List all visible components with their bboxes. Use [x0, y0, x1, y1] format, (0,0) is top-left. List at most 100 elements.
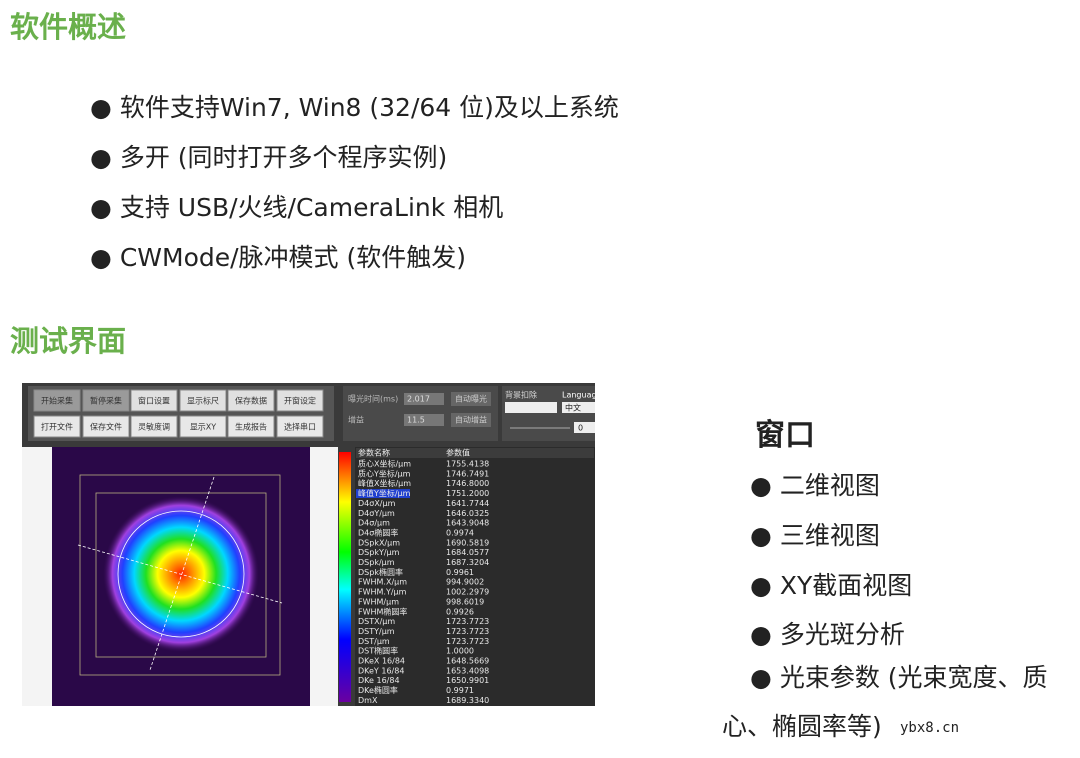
param-value: 1.0000: [446, 647, 474, 656]
axis-line: [149, 476, 215, 671]
param-name: DSpk椭圆率: [358, 567, 403, 577]
toolbar-button[interactable]: [130, 415, 178, 438]
toolbar-button[interactable]: [276, 415, 324, 438]
toolbar-button[interactable]: [227, 389, 275, 412]
param-value: 1650.9901: [446, 676, 489, 685]
color-bar: [339, 452, 351, 702]
roi-box: [79, 474, 281, 676]
param-value: 0.9926: [446, 607, 474, 616]
field-label: 背景扣除: [505, 390, 537, 400]
param-value: 994.9002: [446, 578, 484, 587]
field-value: 11.5: [407, 416, 425, 425]
field-label: 曝光时间(ms): [348, 394, 398, 404]
param-value: 1690.5819: [446, 538, 489, 547]
image-margin: [310, 447, 338, 706]
param-name: DST椭圆率: [358, 646, 398, 656]
input-box[interactable]: [404, 393, 444, 405]
param-value: 998.6019: [446, 597, 484, 606]
param-value: 1746.7491: [446, 469, 489, 478]
param-value: 1723.7723: [446, 637, 489, 646]
param-name: D4σ/μm: [358, 519, 390, 528]
table-header: 参数名称: [358, 448, 390, 458]
row-highlight: [356, 489, 410, 499]
param-name: DSTY/μm: [358, 627, 395, 636]
toolbar-button[interactable]: [130, 389, 178, 412]
input-box[interactable]: [505, 402, 557, 413]
toolbar-button[interactable]: [276, 389, 324, 412]
bullet-item: 二维视图: [750, 466, 880, 502]
toolbar-button[interactable]: [82, 389, 130, 412]
param-name: FWHM.X/μm: [358, 578, 407, 587]
param-name: DKe 16/84: [358, 676, 400, 685]
param-name: FWHM椭圆率: [358, 606, 407, 616]
toolbar-button[interactable]: [227, 415, 275, 438]
param-name: D4σX/μm: [358, 499, 396, 508]
param-name: FWHM/μm: [358, 597, 399, 606]
param-value: 1648.5669: [446, 657, 489, 666]
field-label: Language: [562, 391, 602, 400]
param-name: DKeX 16/84: [358, 657, 405, 666]
slider-value: 0: [578, 424, 583, 433]
table-header: [356, 448, 594, 458]
param-name: 峰值Y坐标/μm: [358, 488, 411, 498]
dropdown-value: 中文: [565, 403, 581, 413]
window-title: 窗口: [755, 418, 815, 453]
param-value: 1002.2979: [446, 588, 489, 597]
section-title: 测试界面: [10, 324, 127, 358]
toolbar-button[interactable]: [82, 415, 130, 438]
param-value: 1751.2000: [446, 489, 489, 498]
param-name: D4σ椭圆率: [358, 527, 398, 537]
section-title: 软件概述: [10, 10, 127, 44]
button-label: 显示XY: [190, 423, 216, 432]
param-value: 1723.7723: [446, 617, 489, 626]
watermark: ybx8.cn: [900, 720, 960, 736]
button-label: 窗口设置: [138, 396, 170, 406]
panel-button[interactable]: [451, 413, 491, 427]
button-label: 打开文件: [41, 422, 73, 432]
field-label: 增益: [348, 415, 364, 425]
param-name: DmX: [358, 696, 378, 705]
button-label: 开窗设定: [284, 396, 316, 406]
param-value: 1641.7744: [446, 499, 489, 508]
param-value: 1643.9048: [446, 519, 489, 528]
bullet-item: XY截面视图: [750, 566, 912, 602]
param-name: DKeY 16/84: [358, 666, 404, 675]
button-label: 生成报告: [235, 422, 267, 432]
bullet-item: 软件支持Win7, Win8 (32/64 位)及以上系统: [90, 88, 619, 124]
beam-circle: [117, 510, 245, 638]
image-margin: [22, 447, 52, 706]
field-value: 2.017: [407, 395, 430, 404]
input-box[interactable]: [574, 422, 595, 433]
param-value: 1653.4098: [446, 666, 489, 675]
param-name: D4σY/μm: [358, 509, 395, 518]
toolbar-button[interactable]: [179, 415, 227, 438]
param-name: DSpkY/μm: [358, 548, 400, 557]
button-label: 保存文件: [90, 422, 122, 432]
param-name: DST/μm: [358, 637, 390, 646]
bullet-item: CWMode/脉冲模式 (软件触发): [90, 238, 466, 274]
table-header: 参数值: [446, 448, 470, 458]
param-value: 1646.0325: [446, 509, 489, 518]
param-value: 1687.3204: [446, 558, 489, 567]
param-name: DSpk/μm: [358, 558, 395, 567]
param-value: 1755.4138: [446, 460, 489, 469]
panel-button[interactable]: [451, 392, 491, 406]
bullet-item: 多光斑分析: [750, 615, 905, 651]
toolbar-button[interactable]: [33, 415, 81, 438]
toolbar-button[interactable]: [33, 389, 81, 412]
bullet-item: 多开 (同时打开多个程序实例): [90, 138, 447, 174]
param-value: 0.9961: [446, 568, 474, 577]
param-name: DSpkX/μm: [358, 538, 400, 547]
param-value: 1684.0577: [446, 548, 489, 557]
dropdown[interactable]: [562, 402, 595, 413]
axis-line: [77, 544, 283, 604]
input-box[interactable]: [404, 414, 444, 426]
bullet-item: 三维视图: [750, 516, 880, 552]
param-name: 质心Y坐标/μm: [358, 468, 411, 478]
param-value: 1746.8000: [446, 479, 489, 488]
button-label: 开始采集: [41, 396, 73, 406]
toolbar-button[interactable]: [179, 389, 227, 412]
button-label: 显示标尺: [187, 396, 219, 406]
bullet-item: 支持 USB/火线/CameraLink 相机: [90, 188, 503, 224]
